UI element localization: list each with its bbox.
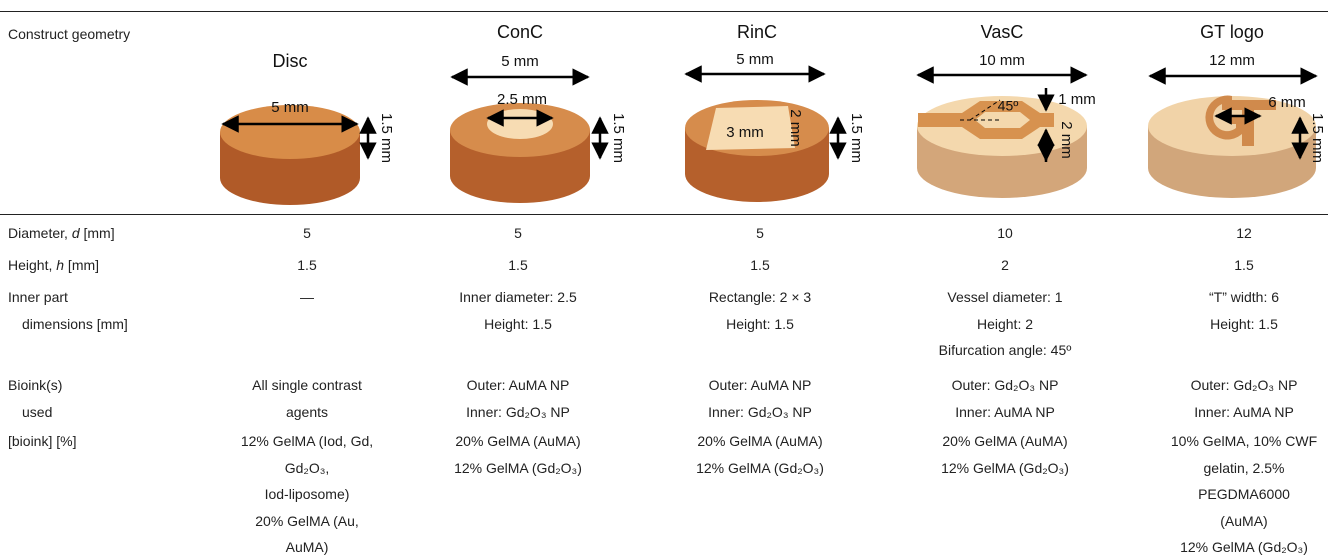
label-part: Bioink(s) bbox=[8, 377, 63, 393]
cell-text: Height: 1.5 bbox=[1210, 315, 1278, 332]
cell-text: Rectangle: 2 × 3 bbox=[708, 289, 812, 305]
dim-label: 2.5 mm bbox=[497, 91, 547, 108]
dim-label: 1 mm bbox=[1058, 91, 1096, 108]
cell-text: 12% GelMA (Gd₂O₃) bbox=[454, 459, 582, 476]
cell-text: Inner: AuMA NP bbox=[1194, 403, 1294, 420]
cell-text: Iod-liposome) bbox=[264, 486, 350, 502]
cell-text: 5 bbox=[756, 225, 764, 241]
row-label: Diameter, d [mm] bbox=[8, 225, 115, 241]
cell-text: Outer: AuMA NP bbox=[466, 377, 570, 393]
figure-title: Disc bbox=[273, 51, 308, 71]
cell-text: 1.5 bbox=[297, 257, 317, 273]
cell-text: agents bbox=[285, 403, 329, 420]
dim-label: 10 mm bbox=[979, 52, 1025, 69]
vasc-figure: VasC 10 mm 45º 1 mm 2 mm bbox=[916, 22, 1096, 198]
cell-text: Inner: Gd₂O₃ NP bbox=[708, 403, 812, 420]
cell-text: 5 bbox=[514, 225, 522, 241]
label-part: used bbox=[22, 403, 53, 420]
dim-label: 45º bbox=[998, 98, 1019, 114]
top-rule bbox=[0, 11, 1328, 12]
figures: Disc 5 mm 1.5 mm ConC 5 mm 2.5 mm 1.5 mm… bbox=[220, 22, 1326, 205]
cell-text: Outer: Gd₂O₃ NP bbox=[951, 377, 1059, 393]
dim-label: 6 mm bbox=[1268, 94, 1306, 111]
cell-text: 12% GelMA (Iod, Gd, bbox=[240, 433, 374, 449]
row-label: Height, h [mm] bbox=[8, 257, 99, 273]
cell-text: 1.5 bbox=[750, 257, 770, 273]
cell-text: “T” width: 6 bbox=[1208, 289, 1280, 305]
cell-text: 1.5 bbox=[508, 257, 528, 273]
dim-label: 3 mm bbox=[726, 124, 764, 141]
label-part: dimensions [mm] bbox=[22, 315, 128, 332]
label-part: Diameter, bbox=[8, 225, 72, 241]
cell-text: gelatin, 2.5% bbox=[1203, 459, 1285, 476]
cell-text: Height: 1.5 bbox=[726, 315, 794, 332]
row-label: dimensions [mm] bbox=[22, 316, 128, 332]
disc-figure: Disc 5 mm 1.5 mm bbox=[220, 51, 395, 205]
label-part: [mm] bbox=[64, 257, 100, 273]
figure-title: VasC bbox=[981, 22, 1024, 42]
cell-text: Inner: AuMA NP bbox=[955, 403, 1055, 420]
dim-label: 5 mm bbox=[501, 53, 539, 70]
cell-text: 20% GelMA (AuMA) bbox=[455, 433, 581, 449]
cell-text: Inner: Gd₂O₃ NP bbox=[466, 403, 570, 420]
cell-text: PEGDMA6000 bbox=[1198, 486, 1290, 502]
cell-text: (AuMA) bbox=[1220, 512, 1268, 529]
cell-text: 20% GelMA (AuMA) bbox=[697, 433, 823, 449]
cell-text: Gd₂O₃, bbox=[284, 459, 330, 476]
cell-text: 12% GelMA (Gd₂O₃) bbox=[941, 459, 1069, 476]
gt-figure: GT logo 12 mm 6 mm 1.5 mm bbox=[1148, 22, 1326, 198]
cell-text: 5 bbox=[303, 225, 311, 241]
row-header: Construct geometry bbox=[8, 26, 131, 42]
cell-text: Vessel diameter: 1 bbox=[947, 289, 1063, 305]
cell-text: 10% GelMA, 10% CWF bbox=[1170, 433, 1318, 449]
dim-label: 2 mm bbox=[787, 109, 804, 147]
cell-text: 20% GelMA (Au, bbox=[255, 512, 359, 529]
row-label: Inner part bbox=[8, 289, 68, 305]
cell-text: 12 bbox=[1236, 225, 1252, 241]
cell-text: AuMA) bbox=[285, 539, 329, 555]
rinc-figure: RinC 5 mm 3 mm 2 mm 1.5 mm bbox=[684, 22, 865, 202]
row-label: [bioink] [%] bbox=[8, 433, 76, 449]
dim-label: 12 mm bbox=[1209, 52, 1255, 69]
cell-text: 12% GelMA (Gd₂O₃) bbox=[696, 459, 824, 476]
cell-text: Inner diameter: 2.5 bbox=[459, 289, 577, 305]
cell-text: 1.5 bbox=[1234, 257, 1254, 273]
label-part: Height, bbox=[8, 257, 57, 273]
cell-text: Height: 1.5 bbox=[484, 315, 552, 332]
cell-text: 20% GelMA (AuMA) bbox=[942, 433, 1068, 449]
cell-text: Height: 2 bbox=[976, 315, 1034, 332]
label-part: [bioink] [%] bbox=[8, 433, 77, 449]
cell-text: 12% GelMA (Gd₂O₃) bbox=[1180, 539, 1308, 555]
dim-label: 2 mm bbox=[1058, 121, 1075, 159]
label-part: Inner part bbox=[8, 289, 68, 305]
cell-text: — bbox=[300, 289, 314, 305]
conc-figure: ConC 5 mm 2.5 mm 1.5 mm bbox=[450, 22, 627, 203]
row-label: Bioink(s) bbox=[8, 377, 62, 393]
row-label: used bbox=[22, 404, 52, 420]
cell-text: 10 bbox=[997, 225, 1013, 241]
figure-title: GT logo bbox=[1200, 22, 1264, 42]
label-part: h bbox=[56, 257, 65, 273]
cell-text: Outer: AuMA NP bbox=[708, 377, 812, 393]
label-part: d bbox=[71, 225, 80, 241]
dim-label: 5 mm bbox=[271, 99, 309, 116]
label-part: [mm] bbox=[79, 225, 115, 241]
dim-label: 1.5 mm bbox=[610, 113, 627, 163]
mid-rule bbox=[0, 214, 1328, 215]
figure-title: ConC bbox=[497, 22, 543, 42]
figure-title: RinC bbox=[737, 22, 777, 42]
dim-label: 5 mm bbox=[736, 51, 774, 68]
cell-text: Outer: Gd₂O₃ NP bbox=[1190, 377, 1298, 393]
cell-text: Bifurcation angle: 45º bbox=[938, 342, 1072, 358]
cell-text: All single contrast bbox=[252, 377, 362, 393]
dim-label: 1.5 mm bbox=[1309, 113, 1326, 163]
dim-label: 1.5 mm bbox=[378, 113, 395, 163]
cell-text: 2 bbox=[1001, 257, 1009, 273]
dim-label: 1.5 mm bbox=[848, 113, 865, 163]
